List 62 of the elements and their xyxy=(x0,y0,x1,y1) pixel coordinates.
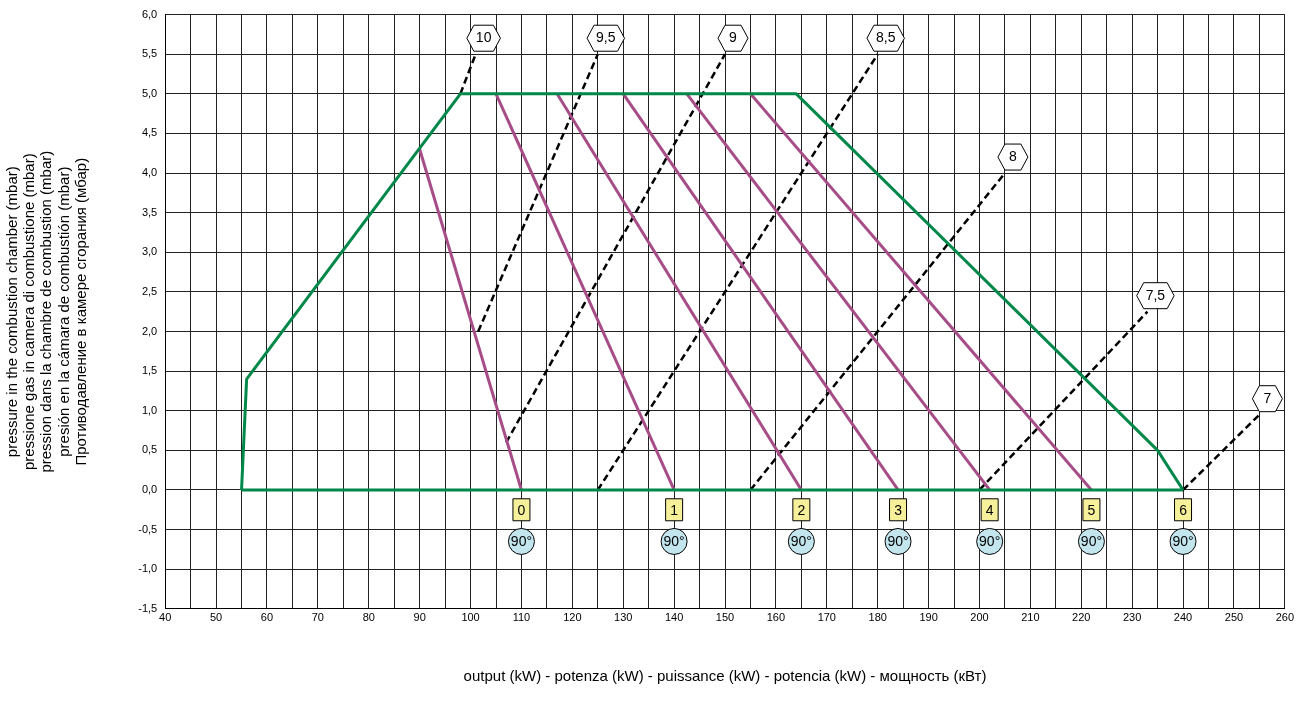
x-tick-label: 50 xyxy=(209,611,223,624)
y-tick-label: -1,5 xyxy=(138,601,158,614)
annotation: 90° xyxy=(887,533,909,550)
annotation: 6 xyxy=(1179,501,1188,518)
x-tick-label: 260 xyxy=(1275,611,1294,624)
y-axis-title: pressure in the combustion chamber (mbar) pressione gas in camera di combustione (mbar) pression dans la chambre de combustion (mbar) presión en la cámara de combustión (mbar) Противодавление в камере сгорания (мбар) xyxy=(2,150,89,473)
annotation: 90° xyxy=(663,533,685,550)
x-tick-label: 220 xyxy=(1072,611,1091,624)
x-tick-label: 40 xyxy=(159,611,172,624)
annotation: 5 xyxy=(1087,501,1096,518)
y-tick-label: 2,5 xyxy=(141,284,158,297)
y-tick-label: 1,0 xyxy=(141,403,158,416)
x-tick-label: 90 xyxy=(413,611,426,624)
annotation: 4 xyxy=(985,501,994,518)
series-label: 10 xyxy=(475,29,492,46)
x-tick-label: 240 xyxy=(1173,611,1193,624)
y-tick-label: 0,5 xyxy=(141,443,158,456)
series-label: 8,5 xyxy=(875,29,896,46)
x-tick-label: 110 xyxy=(512,611,531,624)
annotation: 90° xyxy=(510,533,533,550)
y-tick-label: 1,5 xyxy=(141,364,158,377)
x-tick-label: 230 xyxy=(1122,611,1142,624)
series-label: 7 xyxy=(1263,389,1272,406)
x-tick-label: 190 xyxy=(919,611,938,624)
x-tick-label: 170 xyxy=(817,611,836,624)
annotation: 3 xyxy=(894,501,903,518)
x-tick-label: 150 xyxy=(715,611,735,624)
y-tick-label: -1,0 xyxy=(138,562,158,575)
y-tick-label: 4,5 xyxy=(141,126,158,139)
x-tick-label: 80 xyxy=(362,611,375,624)
annotation: 90° xyxy=(979,533,1001,550)
y-tick-label: 3,5 xyxy=(141,205,158,218)
x-tick-label: 160 xyxy=(766,611,786,624)
x-tick-label: 100 xyxy=(461,611,480,624)
annotation: 90° xyxy=(790,533,812,550)
y-tick-label: -0,5 xyxy=(138,522,158,535)
y-tick-label: 2,0 xyxy=(141,324,158,337)
y-tick-label: 0,0 xyxy=(141,482,158,495)
x-tick-label: 250 xyxy=(1224,611,1244,624)
y-tick-label: 4,0 xyxy=(141,166,158,179)
annotation: 90° xyxy=(1080,533,1103,550)
series-label: 7,5 xyxy=(1145,286,1166,303)
x-tick-label: 130 xyxy=(614,611,633,624)
annotation: 90° xyxy=(1172,533,1194,550)
annotation: 0 xyxy=(517,501,526,518)
series-label: 8 xyxy=(1009,147,1018,164)
x-tick-label: 210 xyxy=(1021,611,1040,624)
x-tick-label: 120 xyxy=(563,611,582,624)
x-tick-label: 140 xyxy=(664,611,684,624)
x-axis-title: output (kW) - potenza (kW) - puissance (kW) - potencia (kW) - мощность (кВт) xyxy=(463,667,987,685)
x-tick-label: 70 xyxy=(311,611,324,624)
series-label: 9 xyxy=(729,29,738,46)
annotation: 1 xyxy=(670,501,679,518)
y-tick-label: 3,0 xyxy=(141,245,158,258)
x-tick-label: 200 xyxy=(970,611,989,624)
annotation: 2 xyxy=(797,501,806,518)
series-label: 9,5 xyxy=(596,29,616,46)
y-tick-label: 5,5 xyxy=(141,47,158,60)
y-tick-label: 5,0 xyxy=(141,86,158,99)
x-tick-label: 180 xyxy=(868,611,887,624)
y-tick-label: 6,0 xyxy=(141,7,158,20)
x-tick-label: 60 xyxy=(260,611,274,624)
